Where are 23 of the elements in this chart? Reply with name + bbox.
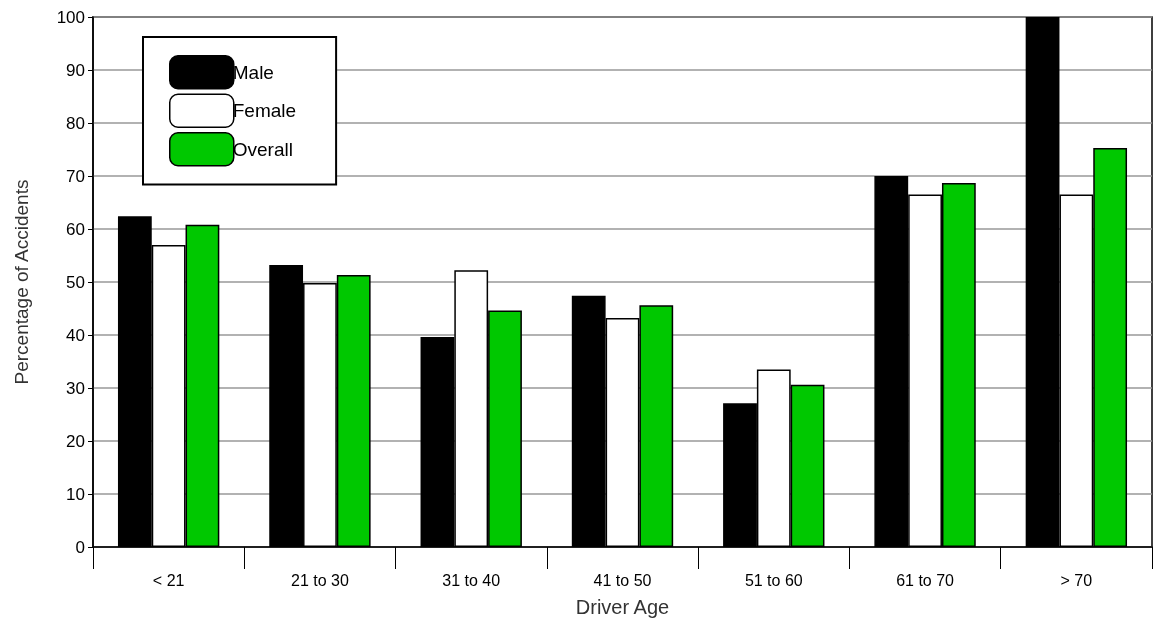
x-tick-label: 41 to 50 (593, 571, 652, 589)
x-tick-label: 51 to 60 (744, 571, 803, 589)
x-tick-label: 21 to 30 (291, 571, 349, 589)
legend-label: Male (232, 61, 274, 83)
y-tick-label: 50 (66, 272, 85, 292)
x-tick-label: 31 to 40 (442, 571, 501, 589)
legend-label: Overall (232, 138, 293, 160)
x-tick-label: < 21 (152, 571, 185, 589)
y-tick-label: 60 (66, 219, 85, 239)
y-tick-label: 100 (56, 7, 85, 27)
y-tick-label: 70 (66, 166, 85, 186)
y-tick-label: 90 (66, 60, 85, 80)
y-tick-label: 20 (66, 431, 85, 451)
y-axis-title: Percentage of Accidents (11, 179, 32, 385)
y-tick-label: 40 (66, 325, 85, 345)
y-tick-label: 10 (66, 484, 85, 504)
x-tick-label: 61 to 70 (896, 571, 955, 589)
y-tick-label: 0 (75, 537, 85, 557)
y-tick-label: 80 (66, 113, 85, 133)
x-tick-label: > 70 (1060, 571, 1093, 589)
y-tick-label: 30 (66, 378, 85, 398)
x-axis-title: Driver Age (575, 596, 670, 618)
legend-label: Female (232, 100, 297, 122)
